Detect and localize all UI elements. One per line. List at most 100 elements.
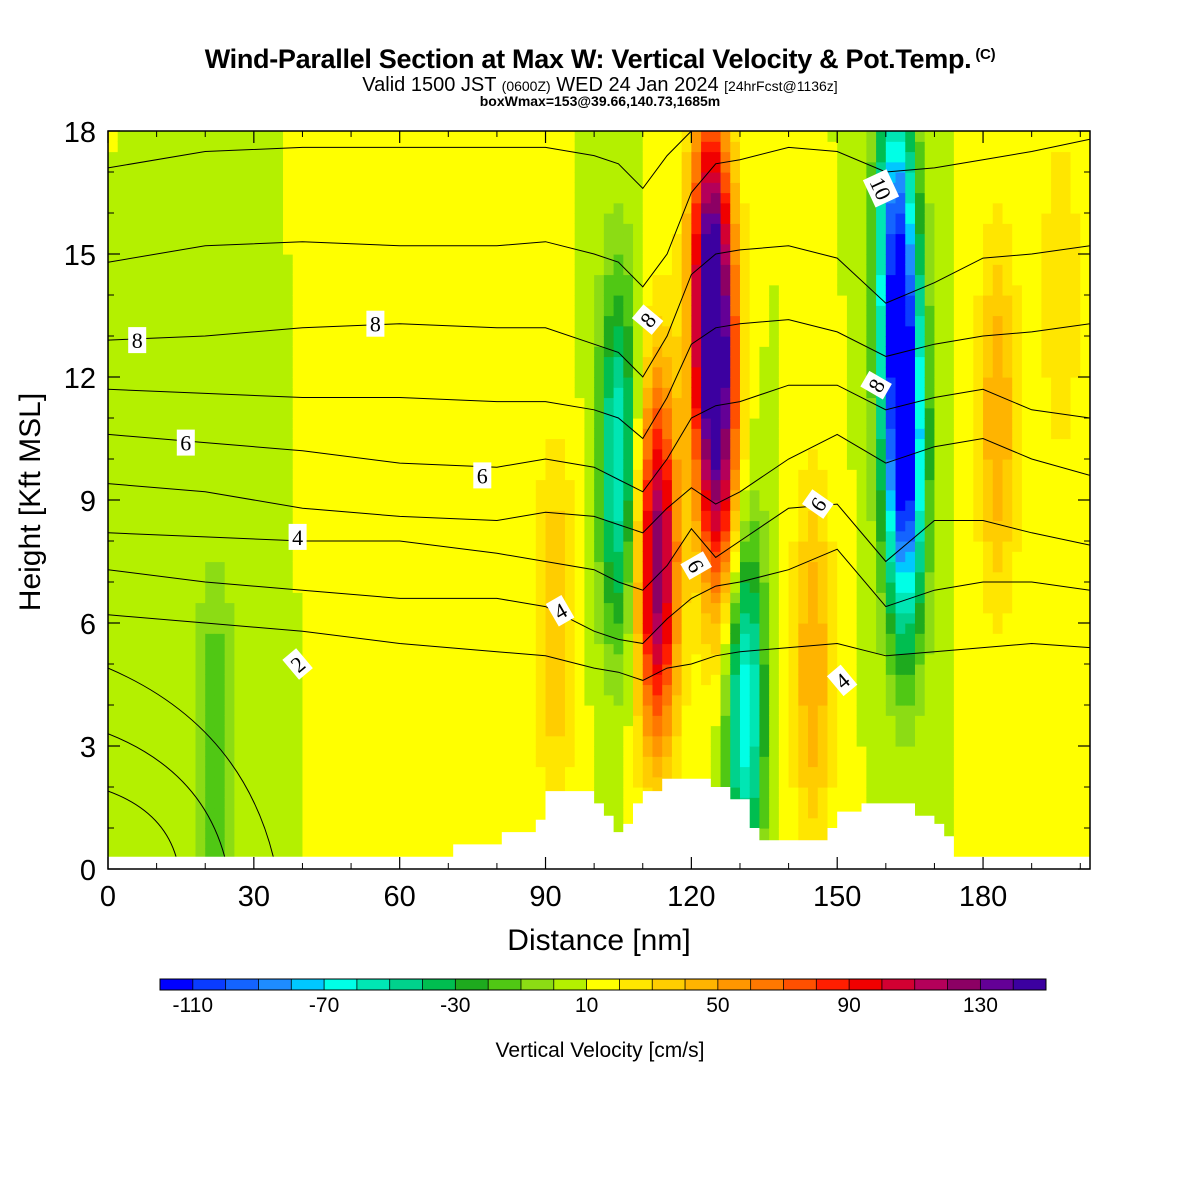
heatmap-cell xyxy=(477,592,488,604)
heatmap-cell xyxy=(370,674,381,686)
heatmap-cell xyxy=(594,325,605,337)
heatmap-cell xyxy=(292,787,304,798)
heatmap-cell xyxy=(778,735,790,747)
heatmap-cell xyxy=(477,315,488,327)
heatmap-cell xyxy=(458,305,469,317)
heatmap-cell xyxy=(749,705,761,716)
heatmap-cell xyxy=(331,756,342,768)
heatmap-cell xyxy=(195,612,206,624)
heatmap-cell xyxy=(603,325,615,337)
heatmap-cell xyxy=(662,418,673,429)
heatmap-cell xyxy=(195,336,206,347)
heatmap-cell xyxy=(633,510,644,522)
heatmap-cell xyxy=(662,346,673,358)
heatmap-cell xyxy=(341,151,352,163)
heatmap-cell xyxy=(428,510,440,522)
heatmap-cell xyxy=(244,161,255,173)
heatmap-cell xyxy=(360,541,372,552)
heatmap-cell xyxy=(292,366,304,378)
heatmap-cell xyxy=(185,366,197,378)
heatmap-cell xyxy=(749,684,761,696)
heatmap-cell xyxy=(380,407,391,419)
heatmap-cell xyxy=(263,500,274,511)
heatmap-cell xyxy=(292,336,304,347)
heatmap-cell xyxy=(137,715,148,727)
heatmap-cell xyxy=(214,807,226,819)
heatmap-cell xyxy=(584,202,595,214)
heatmap-cell xyxy=(419,694,430,706)
heatmap-cell xyxy=(487,817,498,829)
heatmap-cell xyxy=(613,612,624,624)
heatmap-cell xyxy=(108,459,119,470)
heatmap-cell xyxy=(662,243,673,255)
heatmap-cell xyxy=(438,213,449,224)
heatmap-cell xyxy=(526,202,537,214)
heatmap-cell xyxy=(769,633,780,645)
heatmap-cell xyxy=(331,315,342,327)
heatmap-cell xyxy=(117,510,129,522)
heatmap-cell xyxy=(662,489,673,501)
heatmap-cell xyxy=(156,776,167,788)
heatmap-cell xyxy=(739,653,751,665)
heatmap-cell xyxy=(555,735,566,747)
heatmap-cell xyxy=(730,254,741,265)
heatmap-cell xyxy=(584,500,595,511)
heatmap-cell xyxy=(127,561,138,573)
heatmap-cell xyxy=(438,438,449,450)
heatmap-cell xyxy=(458,500,469,511)
heatmap-cell xyxy=(749,315,761,327)
heatmap-cell xyxy=(594,571,605,583)
heatmap-cell xyxy=(739,315,751,327)
heatmap-cell xyxy=(214,233,226,245)
heatmap-cell xyxy=(195,561,206,573)
heatmap-cell xyxy=(263,131,274,142)
heatmap-cell xyxy=(662,202,673,214)
heatmap-cell xyxy=(283,264,294,276)
heatmap-cell xyxy=(623,325,634,337)
heatmap-cell xyxy=(487,459,498,470)
heatmap-cell xyxy=(516,295,527,306)
heatmap-cell xyxy=(273,725,284,737)
heatmap-cell xyxy=(253,684,265,696)
heatmap-cell xyxy=(146,797,158,809)
heatmap-cell xyxy=(603,776,615,788)
heatmap-cell xyxy=(487,500,498,511)
heatmap-cell xyxy=(710,469,722,481)
heatmap-cell xyxy=(545,274,556,286)
heatmap-cell xyxy=(156,817,167,829)
heatmap-cell xyxy=(730,448,741,460)
heatmap-cell xyxy=(594,541,605,552)
heatmap-cell xyxy=(108,172,119,183)
heatmap-cell xyxy=(244,838,255,850)
heatmap-cell xyxy=(351,438,362,450)
heatmap-cell xyxy=(370,623,381,634)
heatmap-cell xyxy=(244,141,255,153)
heatmap-cell xyxy=(312,828,323,839)
heatmap-cell xyxy=(633,551,644,563)
heatmap-cell xyxy=(458,407,469,419)
heatmap-cell xyxy=(633,346,644,358)
heatmap-cell xyxy=(769,510,780,522)
heatmap-cell xyxy=(720,541,731,552)
heatmap-cell xyxy=(506,510,517,522)
heatmap-cell xyxy=(652,612,663,624)
heatmap-cell xyxy=(671,346,683,358)
heatmap-cell xyxy=(108,325,119,337)
heatmap-cell xyxy=(127,756,138,768)
heatmap-cell xyxy=(117,366,129,378)
heatmap-cell xyxy=(156,746,167,757)
heatmap-cell xyxy=(146,448,158,460)
heatmap-cell xyxy=(671,766,683,778)
heatmap-cell xyxy=(292,592,304,604)
heatmap-cell xyxy=(710,633,722,645)
heatmap-cell xyxy=(759,305,770,317)
heatmap-cell xyxy=(564,571,576,583)
heatmap-cell xyxy=(341,366,352,378)
heatmap-cell xyxy=(720,705,731,716)
heatmap-cell xyxy=(613,438,624,450)
heatmap-cell xyxy=(380,766,391,778)
heatmap-cell xyxy=(759,346,770,358)
heatmap-cell xyxy=(769,428,780,440)
heatmap-cell xyxy=(477,366,488,378)
heatmap-cell xyxy=(633,182,644,194)
